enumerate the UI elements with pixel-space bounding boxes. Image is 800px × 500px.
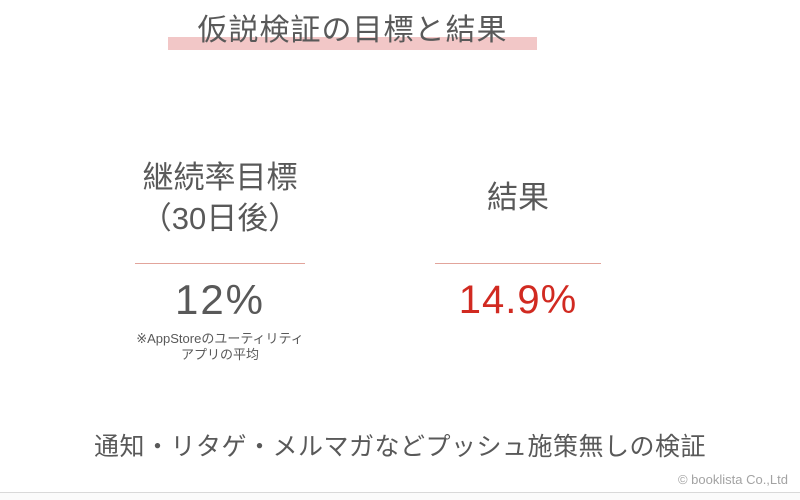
- goal-heading-line2: （30日後）: [140, 200, 300, 236]
- result-column-heading: 結果: [428, 178, 608, 219]
- goal-column-heading: 継続率目標 （30日後）: [110, 158, 330, 240]
- goal-note-line2: アプリの平均: [180, 347, 259, 363]
- title-block: 仮説検証の目標と結果: [150, 5, 555, 49]
- result-heading: 結果: [487, 180, 549, 215]
- goal-divider-line: [135, 263, 305, 264]
- goal-note-line1: ※AppStoreのユーティリティ: [136, 331, 304, 346]
- title-accent-bar: [168, 37, 537, 50]
- verification-conditions-note: 通知・リタゲ・メルマガなどプッシュ施策無しの検証: [93, 433, 706, 461]
- goal-heading-line1: 継続率目標: [142, 160, 298, 195]
- goal-value-note: ※AppStoreのユーティリティ アプリの平均: [95, 331, 345, 364]
- goal-value: 12%: [174, 276, 266, 323]
- result-divider-line: [435, 263, 601, 264]
- copyright-text: © booklista Co.,Ltd: [677, 472, 788, 487]
- bottom-divider-rule: [0, 492, 800, 500]
- page-title: 仮説検証の目標と結果: [197, 14, 508, 47]
- result-value: 14.9%: [458, 278, 578, 322]
